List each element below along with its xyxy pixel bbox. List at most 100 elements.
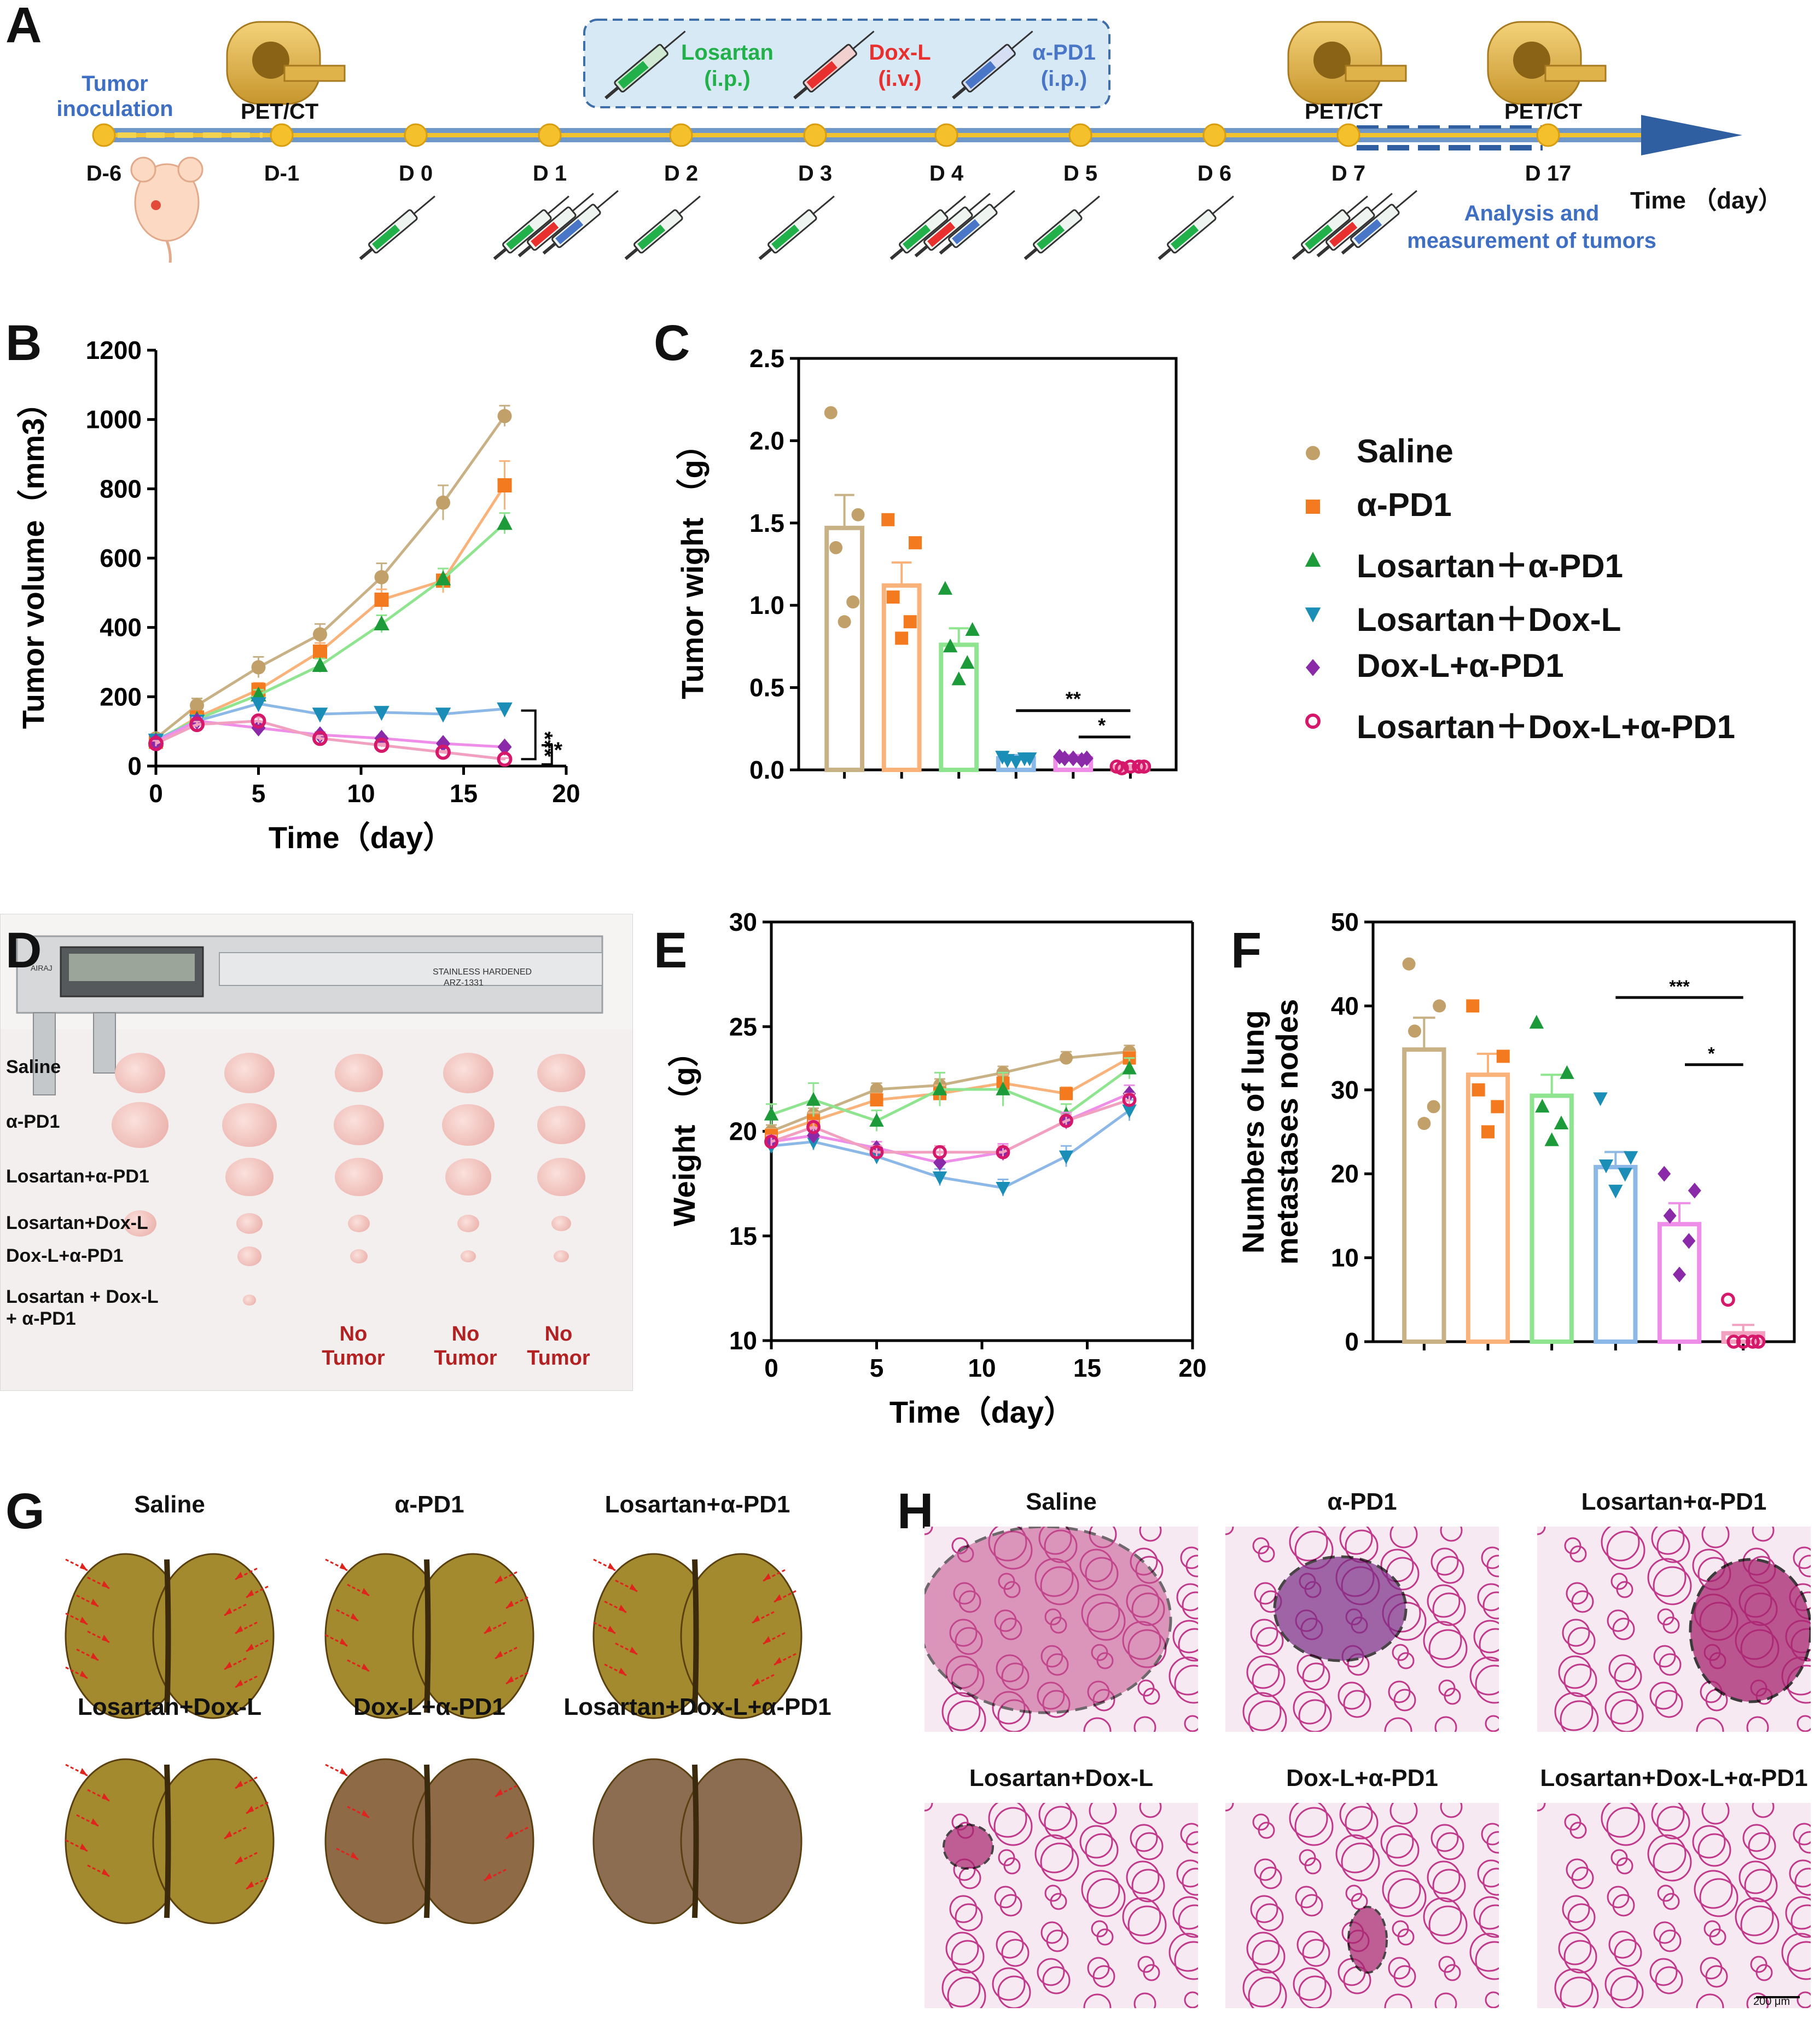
tumor-nodule [1689, 1558, 1811, 1703]
alveolus [1694, 1870, 1733, 1909]
legend-apd1-route: (i.p.) [1040, 67, 1088, 91]
data-point [1060, 1051, 1073, 1065]
alveolus [1168, 1933, 1198, 1972]
data-point [374, 570, 389, 584]
alveolus [1096, 1928, 1114, 1946]
alveolus [1789, 1859, 1811, 1888]
alveolus [1475, 1665, 1499, 1704]
metastasis-arrow [65, 1666, 88, 1679]
syringe-needle [596, 190, 619, 209]
alveolus [1345, 1884, 1363, 1902]
metastasis-arrowhead [506, 1676, 514, 1684]
metastasis-arrowhead [608, 1563, 615, 1570]
y-axis-title: Numbers of lung [1236, 1010, 1270, 1254]
plot-frame [1371, 920, 1796, 1343]
tumor-specimen [537, 1157, 585, 1197]
data-point [1535, 1099, 1550, 1113]
legend-marker-icon [1306, 500, 1320, 514]
bar-group [824, 406, 865, 772]
metastasis-arrow [325, 1764, 348, 1777]
data-point [436, 735, 450, 752]
caliper-illustration [1, 914, 632, 1095]
day-dot [538, 123, 562, 147]
metastasis-arrow [347, 1584, 370, 1597]
data-point [1593, 1092, 1608, 1106]
metastasis-arrowhead [235, 1679, 243, 1687]
alveolus [1482, 1868, 1499, 1896]
metastasis-arrow [763, 1632, 786, 1645]
data-point [870, 1093, 883, 1107]
syringe-needle [547, 195, 569, 214]
alveolus [1790, 1904, 1811, 1938]
alveolus [1086, 1878, 1126, 1917]
alveolus [1392, 1920, 1409, 1938]
legend-marker [1305, 607, 1321, 623]
alveolus [1562, 1619, 1590, 1647]
histology-title: Saline [1026, 1488, 1097, 1515]
data-point [869, 1145, 884, 1159]
alveolus [1294, 1807, 1334, 1846]
metastasis-arrow [615, 1642, 638, 1655]
bar-group [938, 581, 980, 773]
alveolus [1040, 1842, 1079, 1882]
syringe-icon-losartan [604, 31, 686, 100]
alveolus [1431, 1547, 1459, 1576]
histology-title: Losartan+Dox-L+α-PD1 [1540, 1765, 1808, 1791]
tumor-specimen [236, 1213, 263, 1234]
alveolus [1392, 1644, 1409, 1661]
metastasis-arrow [325, 1634, 348, 1647]
alveolus [1252, 1813, 1270, 1831]
tumor-specimen [461, 1250, 476, 1263]
y-tick-label: 30 [729, 908, 757, 936]
metastasis-arrowhead [484, 1872, 492, 1881]
alveolus [1746, 1992, 1769, 2008]
metastasis-arrow [495, 1571, 517, 1584]
lung-lobe-right [412, 1553, 534, 1719]
alveolus [1440, 1527, 1463, 1542]
alveolus [1172, 1896, 1198, 1930]
data-point [1663, 1208, 1677, 1224]
alveolus [1436, 1832, 1464, 1860]
alveolus [1298, 1699, 1332, 1732]
day-label: D 2 [664, 161, 699, 185]
data-point [1560, 1065, 1574, 1079]
metastasis-arrow [615, 1579, 638, 1592]
alveolus [941, 1692, 981, 1731]
metastasis-arrowhead [80, 1616, 88, 1625]
metastasis-arrowhead [102, 1634, 109, 1643]
x-tick-label: 15 [450, 779, 478, 808]
alveolus [1046, 1929, 1069, 1952]
alveolus [1560, 1976, 1599, 2008]
data-point [435, 744, 451, 760]
y-axis-title: Tumor volume（mm3） [16, 387, 50, 729]
alveolus [1143, 1687, 1160, 1705]
legend-marker-icon [1305, 714, 1321, 729]
alveolus [1798, 1831, 1811, 1854]
series-line [155, 522, 506, 741]
data-point [764, 1134, 778, 1149]
alveolus [1473, 1620, 1499, 1654]
y-tick-label: 1200 [86, 336, 142, 364]
y-tick-label: 25 [729, 1012, 757, 1041]
metastasis-arrow [224, 1826, 247, 1840]
alveolus [1335, 1834, 1375, 1874]
data-point [312, 730, 328, 746]
timeline-arrowhead [1641, 115, 1742, 155]
data-point [1466, 999, 1480, 1013]
y-tick-label: 0.0 [749, 756, 784, 784]
alveolus [1604, 1967, 1638, 2001]
metastasis-arrow [484, 1621, 507, 1634]
data-point [932, 1171, 947, 1186]
alveolus [1563, 1663, 1597, 1697]
alveolus [1701, 1803, 1730, 1825]
histology-image [1225, 1803, 1499, 2008]
day-syringe-icon [1292, 195, 1368, 260]
alveolus [1302, 1939, 1330, 1967]
syringe-fill [1037, 224, 1065, 250]
x-tick-label: 15 [1073, 1354, 1101, 1382]
alveolus [1651, 1527, 1685, 1555]
alveolus [947, 1976, 986, 2008]
histology-title: Losartan+Dox-L [969, 1765, 1154, 1791]
alveolus [1300, 1894, 1323, 1917]
metastasis-arrowhead [246, 1806, 254, 1813]
